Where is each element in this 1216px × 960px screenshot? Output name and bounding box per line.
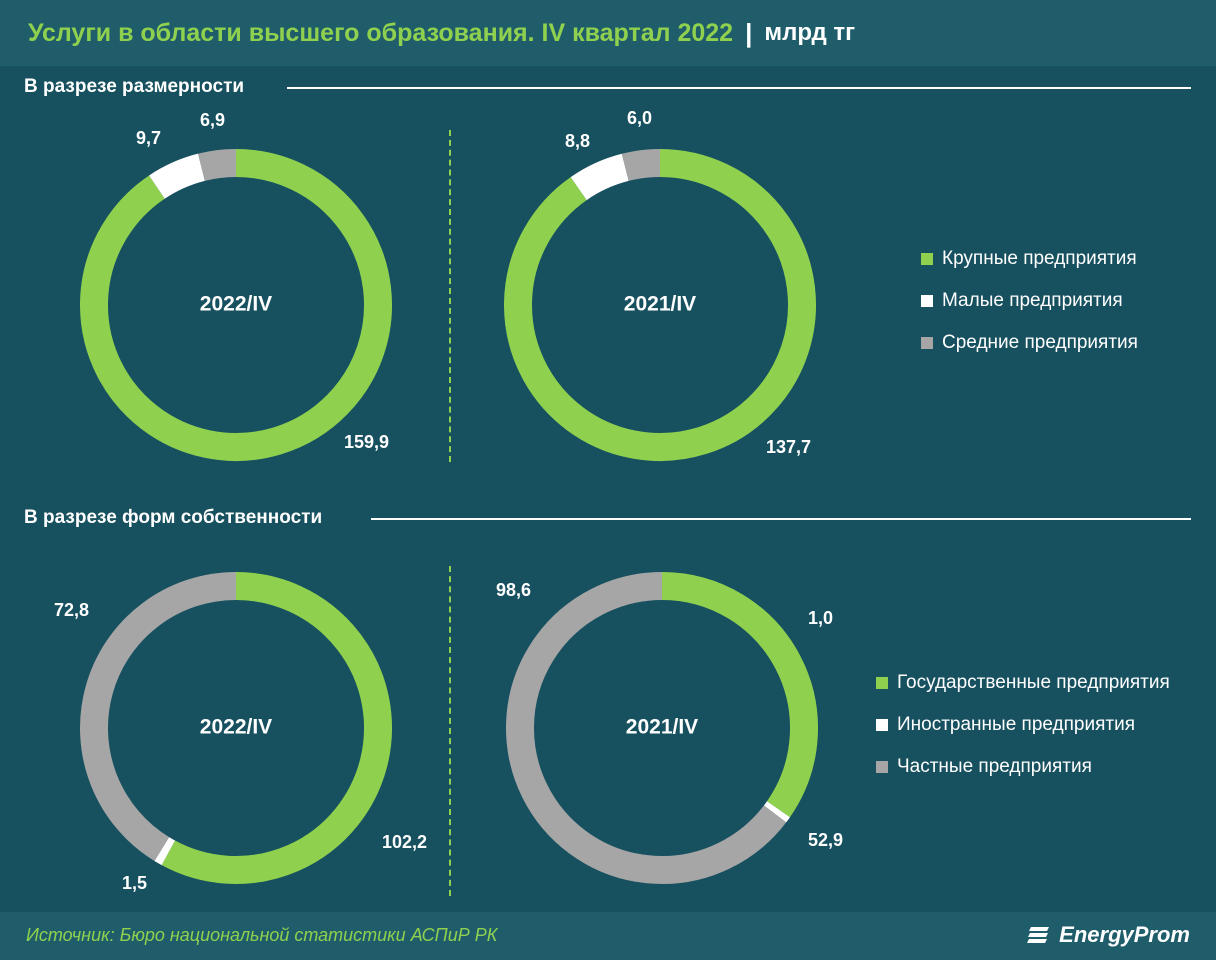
data-label: 8,8 (565, 131, 591, 151)
legend-label: Частные предприятия (897, 756, 1092, 777)
title-separator: | (745, 17, 753, 48)
donut-center-label: 2021/IV (624, 293, 696, 316)
donut-slice (149, 153, 206, 199)
donut-center-label: 2022/IV (200, 293, 272, 316)
page-title: Услуги в области высшего образования. IV… (28, 18, 734, 47)
header: Услуги в области высшего образования. IV… (0, 0, 1216, 66)
legend-item: Средние предприятия (921, 322, 1138, 364)
donut-slice (80, 149, 392, 461)
legend-item: Малые предприятия (921, 280, 1138, 322)
legend-swatch (921, 253, 933, 265)
data-label: 1,0 (808, 608, 834, 628)
section-divider-line (371, 518, 1191, 520)
section-title-ownership: В разрезе форм собственности (24, 507, 323, 528)
legend-label: Иностранные предприятия (897, 714, 1135, 735)
donut-slice (621, 149, 661, 181)
donut-chart: 2021/IV (504, 149, 816, 461)
legend-swatch (921, 295, 933, 307)
donut-chart: 2022/IV (80, 572, 392, 884)
energyprom-logo-icon (1027, 927, 1050, 943)
legend-swatch (921, 337, 933, 349)
donut-slice (161, 572, 392, 884)
donut-center-label: 2022/IV (200, 716, 272, 739)
donut-slice (506, 572, 787, 884)
legend-label: Малые предприятия (942, 290, 1123, 311)
legend-label: Государственные предприятия (897, 672, 1170, 693)
legend-label: Средние предприятия (942, 332, 1138, 353)
legend-item: Крупные предприятия (921, 238, 1138, 280)
legend-size: Крупные предприятия Малые предприятия Ср… (921, 238, 1138, 364)
donut-chart: 2022/IV (80, 149, 392, 461)
donut-slice (661, 572, 818, 818)
donut-slice (154, 837, 176, 866)
section-title-size: В разрезе размерности (24, 76, 245, 97)
donut-center-label: 2021/IV (626, 716, 698, 739)
legend-item: Государственные предприятия (876, 662, 1170, 704)
data-label: 159,9 (344, 432, 390, 452)
data-label: 52,9 (808, 830, 844, 850)
data-label: 102,2 (382, 832, 428, 852)
donut-chart: 2021/IV (506, 572, 818, 884)
donut-slice (504, 149, 816, 461)
dashed-divider (449, 566, 451, 896)
legend-swatch (876, 719, 888, 731)
source-note: Источник: Бюро национальной статистики А… (26, 925, 498, 945)
donut-slice (763, 801, 790, 823)
donut-slice (570, 153, 630, 201)
data-label: 72,8 (54, 600, 90, 620)
data-label: 98,6 (496, 580, 532, 600)
data-label: 1,5 (122, 873, 148, 893)
dashed-divider (449, 130, 451, 462)
logo: EnergyProm (1027, 922, 1190, 948)
legend-label: Крупные предприятия (942, 248, 1137, 269)
legend-item: Иностранные предприятия (876, 704, 1170, 746)
legend-swatch (876, 761, 888, 773)
data-label: 6,9 (200, 110, 226, 130)
data-label: 9,7 (136, 128, 162, 148)
legend-item: Частные предприятия (876, 746, 1170, 788)
legend-ownership: Государственные предприятия Иностранные … (876, 662, 1170, 788)
data-label: 6,0 (627, 108, 653, 128)
unit-label: млрд тг (764, 19, 856, 46)
section-divider-line (287, 87, 1191, 89)
donut-slice (198, 149, 237, 181)
donut-slice (80, 572, 237, 861)
logo-text: EnergyProm (1059, 922, 1190, 947)
footer: Источник: Бюро национальной статистики А… (0, 912, 1216, 960)
legend-swatch (876, 677, 888, 689)
data-label: 137,7 (766, 437, 812, 457)
